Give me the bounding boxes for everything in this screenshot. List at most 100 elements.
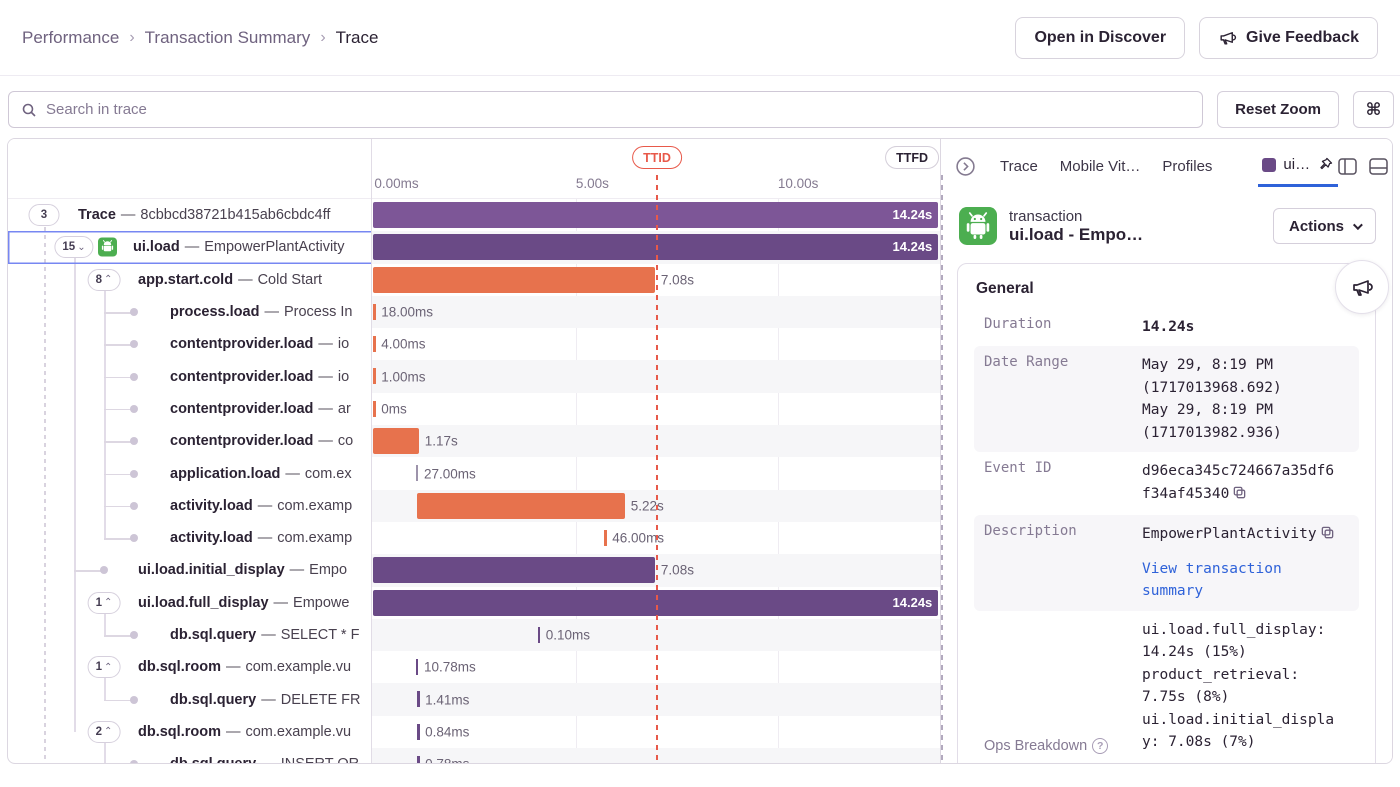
reset-zoom-button[interactable]: Reset Zoom — [1217, 91, 1339, 128]
trace-row[interactable]: 3 Trace —8cbbcd38721b415ab6cbdc4ff 14.24s — [8, 199, 940, 231]
span-description: Empo — [309, 562, 348, 579]
row-marker[interactable] — [130, 469, 138, 478]
trace-row[interactable]: 8 ⌃ app.start.cold — Cold Start 7.08s — [8, 264, 940, 296]
span-op: activity.load — [170, 497, 253, 514]
row-marker[interactable] — [130, 695, 138, 704]
dock-left-icon[interactable] — [1338, 157, 1357, 175]
trace-row[interactable]: 15 ⌄ ui.load — EmpowerPlantActivity 14.2 — [8, 231, 940, 264]
span-tick[interactable] — [415, 659, 419, 676]
tree-connector-line — [104, 473, 131, 476]
span-bar[interactable] — [373, 428, 419, 455]
row-marker[interactable] — [130, 340, 138, 349]
pin-icon[interactable] — [1317, 156, 1334, 173]
span-bar[interactable]: 14.24s — [373, 589, 939, 616]
span-tick[interactable] — [604, 529, 607, 546]
trace-row[interactable]: activity.load — com.examp 5.22s — [8, 489, 940, 522]
row-marker[interactable]: 3 — [28, 204, 60, 227]
keyboard-shortcuts-button[interactable]: ⌘ — [1353, 91, 1394, 128]
trace-toolbar: Reset Zoom ⌘ — [0, 76, 1400, 138]
row-marker[interactable] — [130, 404, 138, 413]
dock-bottom-icon[interactable] — [1369, 157, 1388, 175]
breadcrumb-transaction-summary[interactable]: Transaction Summary — [144, 27, 311, 47]
span-duration-label: 0.10ms — [545, 627, 590, 643]
trace-row[interactable]: 1 ⌃ ui.load.full_display — Empowe 14.24s — [8, 587, 940, 619]
actions-button[interactable]: Actions — [1272, 208, 1376, 244]
tab-profiles[interactable]: Profiles — [1162, 157, 1213, 175]
tab-ui-load-active[interactable]: ui… — [1258, 145, 1339, 187]
span-bar[interactable]: 14.24s — [373, 234, 939, 261]
dash-separator: — — [261, 756, 276, 763]
trace-row-tree-cell: ui.load.initial_display — Empo — [8, 554, 371, 586]
row-marker[interactable]: 15 ⌄ — [54, 236, 94, 259]
collapse-panel-button[interactable] — [955, 156, 976, 177]
span-bar[interactable] — [373, 557, 655, 584]
tab-mobile-vitals[interactable]: Mobile Vit… — [1059, 157, 1141, 175]
trace-row[interactable]: contentprovider.load — co 1.17s — [8, 425, 940, 458]
span-tick[interactable] — [373, 368, 376, 385]
open-in-discover-button[interactable]: Open in Discover — [1015, 16, 1186, 59]
dash-separator: — — [318, 400, 333, 417]
tab-trace[interactable]: Trace — [1000, 157, 1038, 175]
trace-row[interactable]: activity.load — com.examp 46.00ms — [8, 522, 940, 554]
row-marker[interactable] — [130, 534, 138, 543]
trace-row[interactable]: db.sql.query — INSERT OR 0.78ms — [8, 748, 940, 763]
span-bar[interactable]: 14.24s — [373, 202, 939, 228]
copy-icon[interactable] — [1320, 525, 1335, 547]
span-op: app.start.cold — [138, 271, 234, 288]
trace-row[interactable]: application.load — com.ex 27.00ms — [8, 457, 940, 489]
trace-row-tree-cell: 8 ⌃ app.start.cold — Cold Start — [8, 264, 371, 296]
span-tick[interactable] — [373, 400, 376, 417]
give-feedback-button[interactable]: Give Feedback — [1199, 16, 1378, 59]
span-tick[interactable] — [417, 723, 420, 740]
trace-row[interactable]: 2 ⌃ db.sql.room — com.example.vu 0.84ms — [8, 716, 940, 748]
trace-row[interactable]: db.sql.query — DELETE FR 1.41ms — [8, 683, 940, 716]
trace-row[interactable]: contentprovider.load — io 4.00ms — [8, 328, 940, 360]
span-tick[interactable] — [373, 303, 376, 320]
search-input[interactable] — [46, 101, 1191, 118]
help-icon[interactable]: ? — [1092, 737, 1109, 754]
search-icon — [21, 102, 37, 118]
span-op: activity.load — [170, 530, 253, 547]
trace-detail-panel: Trace Mobile Vit… Profiles ui… — [940, 139, 1392, 763]
span-tick[interactable] — [537, 626, 541, 643]
row-marker[interactable]: 1 ⌃ — [87, 656, 121, 679]
breadcrumb-performance[interactable]: Performance — [22, 27, 120, 47]
row-marker[interactable] — [130, 631, 138, 639]
trace-view: 0.00ms 5.00s 10.00s TTID TTFD 3 Trace —8cbb… — [7, 138, 1393, 764]
feedback-fab-button[interactable] — [1335, 260, 1389, 314]
trace-row[interactable]: db.sql.query — SELECT * F 0.10ms — [8, 618, 940, 652]
trace-row[interactable]: process.load — Process In 18.00ms — [8, 295, 940, 329]
view-transaction-summary-link[interactable]: View transaction summary — [1142, 560, 1282, 600]
row-marker[interactable]: 8 ⌃ — [87, 268, 121, 291]
span-tick[interactable] — [417, 691, 420, 708]
trace-row[interactable]: 1 ⌃ db.sql.room — com.example.vu 10.78ms — [8, 651, 940, 683]
tree-connector-line — [104, 538, 131, 540]
row-marker[interactable]: 2 ⌃ — [87, 720, 121, 743]
span-op: contentprovider.load — [170, 400, 314, 417]
trace-row-waterfall-cell: 0.84ms — [371, 716, 940, 748]
row-marker[interactable] — [130, 437, 138, 446]
row-marker[interactable] — [130, 372, 138, 381]
dash-separator: — — [273, 594, 289, 611]
span-tick[interactable] — [415, 465, 419, 482]
row-marker[interactable]: 1 ⌃ — [87, 591, 121, 614]
tree-guide-line — [104, 606, 106, 636]
span-tick[interactable] — [417, 756, 420, 763]
tree-waterfall-divider[interactable] — [371, 139, 372, 763]
transaction-name: ui.load - Empo… — [1009, 224, 1144, 244]
row-marker[interactable] — [100, 566, 108, 575]
row-marker[interactable] — [130, 501, 138, 510]
span-tick[interactable] — [373, 336, 376, 353]
span-bar[interactable] — [416, 492, 625, 519]
breadcrumb: Performance › Transaction Summary › Trac… — [22, 28, 378, 48]
copy-icon[interactable] — [1232, 485, 1247, 507]
row-marker[interactable] — [130, 308, 138, 317]
search-box[interactable] — [8, 91, 1204, 128]
row-marker[interactable] — [130, 760, 138, 763]
span-label: activity.load — com.examp — [170, 498, 352, 514]
trace-row[interactable]: contentprovider.load — ar 0ms — [8, 393, 940, 425]
trace-row[interactable]: contentprovider.load — io 1.00ms — [8, 360, 940, 393]
trace-row[interactable]: ui.load.initial_display — Empo 7.08s — [8, 554, 940, 587]
span-op: db.sql.room — [138, 659, 221, 676]
span-bar[interactable] — [373, 266, 655, 293]
